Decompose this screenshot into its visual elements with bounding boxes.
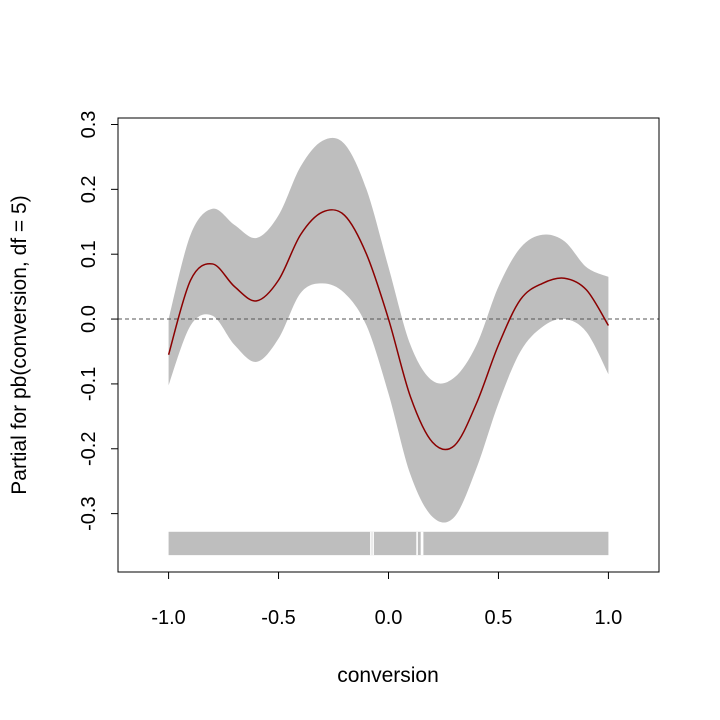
y-tick-label: 0.0 (78, 305, 100, 333)
confidence-band (168, 137, 609, 523)
x-tick-label: -1.0 (151, 607, 185, 629)
fit-line (167, 209, 610, 451)
y-tick-label: -0.2 (78, 432, 100, 466)
rug-gap (372, 531, 374, 556)
y-tick-label: -0.1 (78, 367, 100, 401)
confidence-band-layer (168, 137, 609, 523)
rug-gap (421, 531, 424, 556)
rug-layer (168, 531, 609, 556)
x-tick-label: 0.5 (485, 607, 513, 629)
y-axis: -0.3 -0.2 -0.1 0.0 0.1 0.2 0.3 (78, 111, 119, 531)
x-tick-label: 1.0 (595, 607, 623, 629)
rug-gap (370, 531, 372, 556)
rug-gap (416, 531, 418, 556)
x-tick-label: -0.5 (261, 607, 295, 629)
fit-line-layer (167, 209, 610, 451)
y-tick-label: 0.1 (78, 240, 100, 268)
rug-gap (420, 531, 423, 556)
y-axis-title: Partial for pb(conversion, df = 5) (8, 195, 31, 494)
y-tick-label: 0.3 (78, 111, 100, 139)
x-axis: -1.0 -0.5 0.0 0.5 1.0 (151, 571, 623, 629)
y-tick-label: -0.3 (78, 496, 100, 530)
x-tick-label: 0.0 (375, 607, 403, 629)
y-tick-label: 0.2 (78, 175, 100, 203)
x-axis-title: conversion (337, 664, 439, 687)
rug-marks (168, 531, 609, 556)
